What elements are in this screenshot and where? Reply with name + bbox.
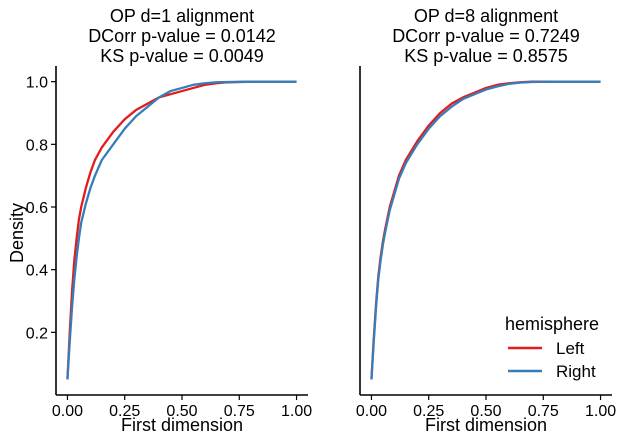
y-tick-label: 0.2 [26,325,48,342]
panel-title-line-2: DCorr p-value = 0.7249 [392,26,580,46]
x-tick-label: 0.75 [528,403,559,420]
legend-label-left: Left [556,339,585,358]
series-lines [370,80,601,380]
legend: hemisphere Left Right [505,314,599,381]
panel-title-line-1: OP d=1 alignment [110,6,254,26]
x-tick-label: 0.50 [470,403,501,420]
series-line-right [370,80,601,380]
right-panel-d8: OP d=8 alignment DCorr p-value = 0.7249 … [356,6,616,435]
y-tick-label: 0.6 [26,200,48,217]
x-tick-label: 0.25 [109,403,140,420]
x-tick-label: 0.00 [52,403,83,420]
y-tick-label: 0.4 [26,263,48,280]
x-tick-label: 0.75 [224,403,255,420]
x-tick-label: 0.00 [356,403,387,420]
x-tick-label: 1.00 [585,403,616,420]
series-line-left [370,80,601,380]
x-ticks: 0.00 0.25 0.50 0.75 1.00 [356,395,616,420]
left-panel-d1: OP d=1 alignment DCorr p-value = 0.0142 … [7,6,312,435]
legend-label-right: Right [556,362,596,381]
series-line-left [66,80,297,380]
panel-title-line-3: KS p-value = 0.8575 [404,46,568,66]
y-tick-label: 1.0 [26,75,48,92]
series-lines [66,80,297,380]
x-ticks: 0.00 0.25 0.50 0.75 1.00 [52,395,312,420]
panel-title-line-1: OP d=8 alignment [414,6,558,26]
x-tick-label: 0.25 [413,403,444,420]
y-tick-label: 0.8 [26,137,48,154]
x-tick-label: 1.00 [281,403,312,420]
y-axis-label: Density [7,203,27,263]
panel-title-line-3: KS p-value = 0.0049 [100,46,264,66]
legend-title: hemisphere [505,314,599,334]
panel-title-line-2: DCorr p-value = 0.0142 [88,26,276,46]
y-ticks: 0.2 0.4 0.6 0.8 1.0 [26,75,56,342]
x-axis-label: First dimension [425,415,547,435]
x-tick-label: 0.50 [166,403,197,420]
series-line-right [66,80,297,380]
x-axis-label: First dimension [121,415,243,435]
